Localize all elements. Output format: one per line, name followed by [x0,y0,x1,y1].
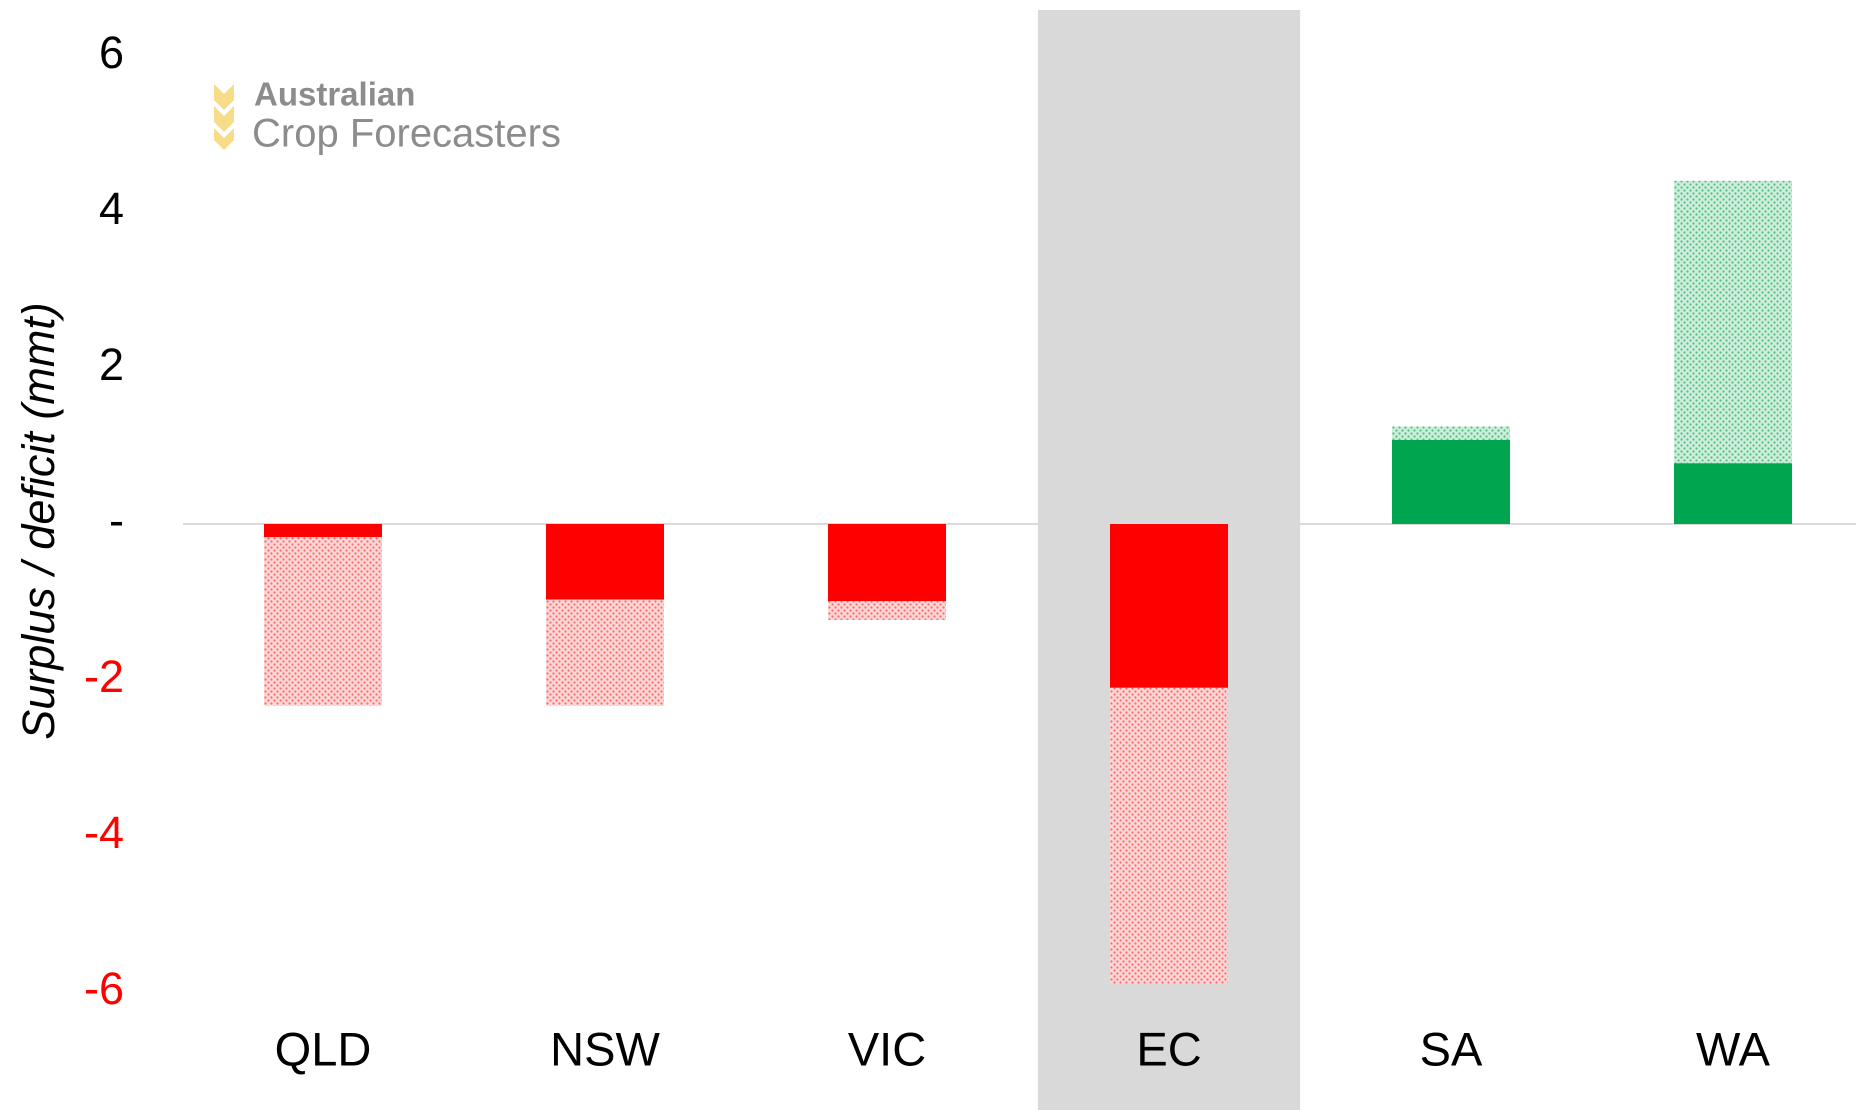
bar-hatched [1674,180,1792,464]
y-tick-label: -6 [84,963,124,1014]
logo-icon [214,84,234,150]
y-tick-label: -2 [84,651,124,702]
bar [1674,463,1792,524]
x-tick-label: NSW [550,1022,660,1075]
y-tick-label: -4 [84,807,124,858]
y-tick-label: 6 [99,27,124,78]
bar-hatched [1110,687,1228,984]
logo-line2: Crop Forecasters [252,112,561,156]
y-tick-label: - [109,495,124,546]
x-tick-label: WA [1696,1022,1771,1075]
bar [1392,439,1510,524]
y-tick-label: 2 [99,339,124,390]
bar-hatched [1392,426,1510,440]
logo-line1: Australian [254,76,415,113]
y-axis-label: Surplus / deficit (mmt) [13,302,64,740]
x-tick-label: VIC [848,1022,926,1075]
bar [546,524,664,600]
x-tick-label: QLD [275,1022,372,1075]
bar-hatched [546,599,664,706]
y-tick-label: 4 [99,183,124,234]
bar-hatched [264,537,382,706]
logo: Australian Crop Forecasters [214,76,561,156]
bar-hatched [828,601,946,620]
bar [828,524,946,602]
x-tick-label: SA [1420,1022,1483,1075]
bar [1110,524,1228,688]
x-tick-label: EC [1136,1022,1201,1075]
bar [264,524,382,538]
